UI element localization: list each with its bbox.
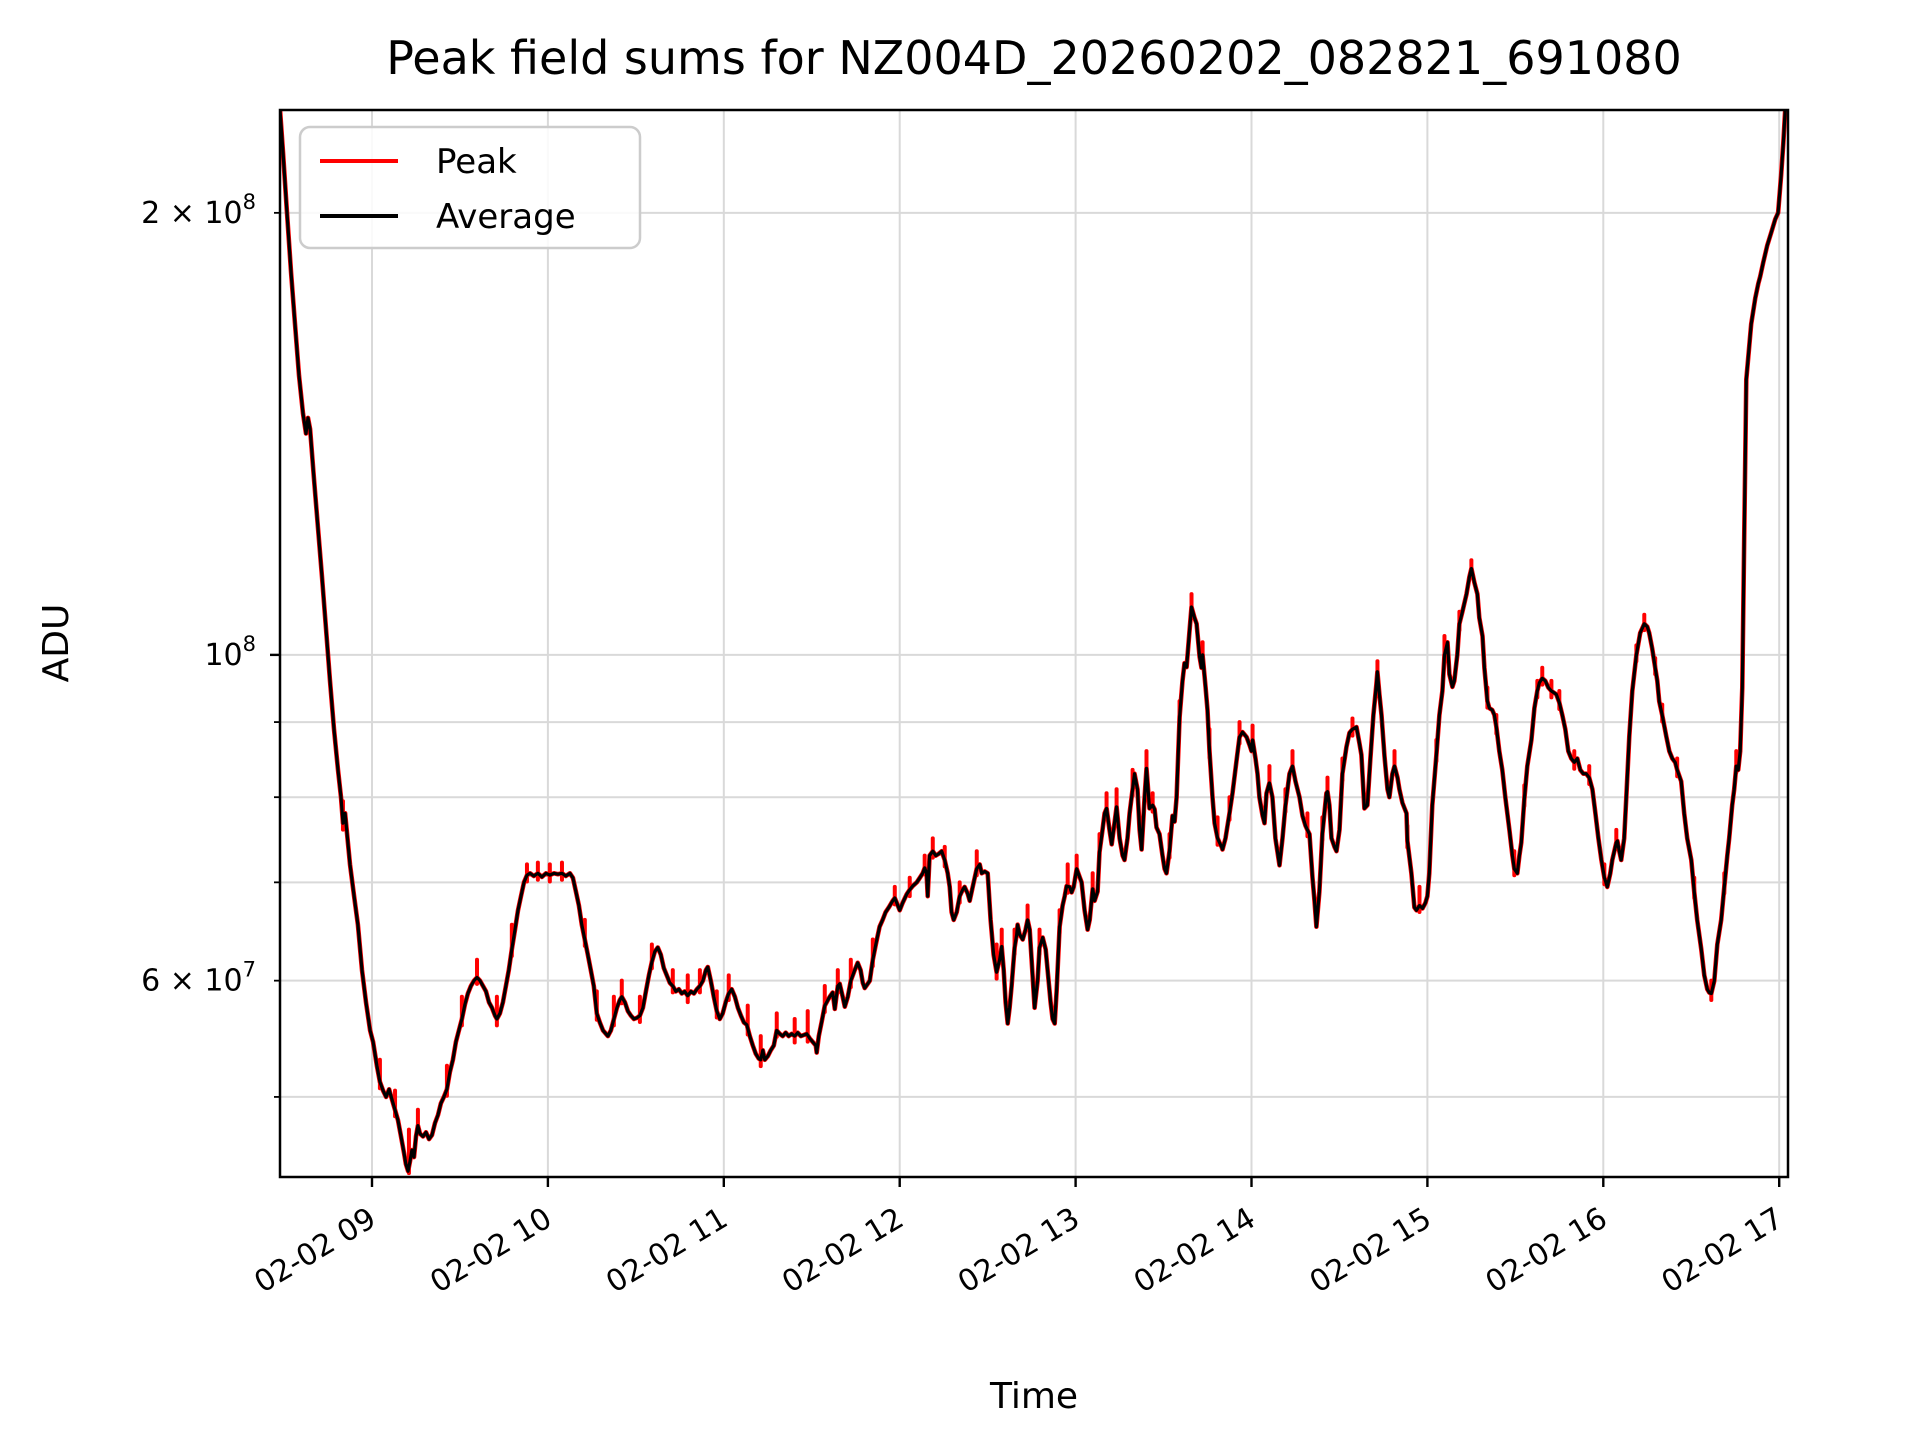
legend-label-average: Average bbox=[436, 197, 576, 237]
y-axis-label: ADU bbox=[36, 604, 77, 683]
x-tick-label: 02-02 16 bbox=[1480, 1201, 1614, 1300]
average-line bbox=[280, 110, 1787, 1173]
legend: Peak Average bbox=[298, 125, 642, 250]
x-tick-label: 02-02 13 bbox=[952, 1201, 1086, 1300]
legend-label-peak: Peak bbox=[436, 142, 517, 182]
y-tick-label: 6 × 107 bbox=[141, 958, 256, 999]
x-tick-label: 02-02 10 bbox=[424, 1201, 558, 1300]
x-tick-label: 02-02 12 bbox=[776, 1201, 910, 1300]
y-tick-labels: 2 × 108 108 6 × 107 bbox=[141, 190, 256, 999]
peak-line bbox=[280, 110, 1788, 1174]
x-tick-label: 02-02 17 bbox=[1656, 1201, 1790, 1300]
x-tick-label: 02-02 09 bbox=[248, 1201, 382, 1300]
x-axis-label: Time bbox=[989, 1376, 1078, 1417]
x-tick-label: 02-02 15 bbox=[1304, 1201, 1438, 1300]
x-tick-label: 02-02 11 bbox=[600, 1201, 734, 1300]
plot-frame bbox=[278, 108, 1790, 1179]
axis-ticks bbox=[270, 211, 1781, 1187]
y-tick-label: 108 bbox=[204, 632, 256, 673]
gridlines bbox=[280, 110, 1788, 1177]
data-series bbox=[280, 110, 1788, 1176]
x-tick-label: 02-02 14 bbox=[1128, 1201, 1262, 1300]
x-tick-labels: 02-02 09 02-02 10 02-02 11 02-02 12 02-02 13… bbox=[248, 1201, 1789, 1300]
chart-title: Peak field sums for NZ004D_20260202_0828… bbox=[386, 31, 1682, 85]
y-tick-label: 2 × 108 bbox=[141, 190, 256, 231]
